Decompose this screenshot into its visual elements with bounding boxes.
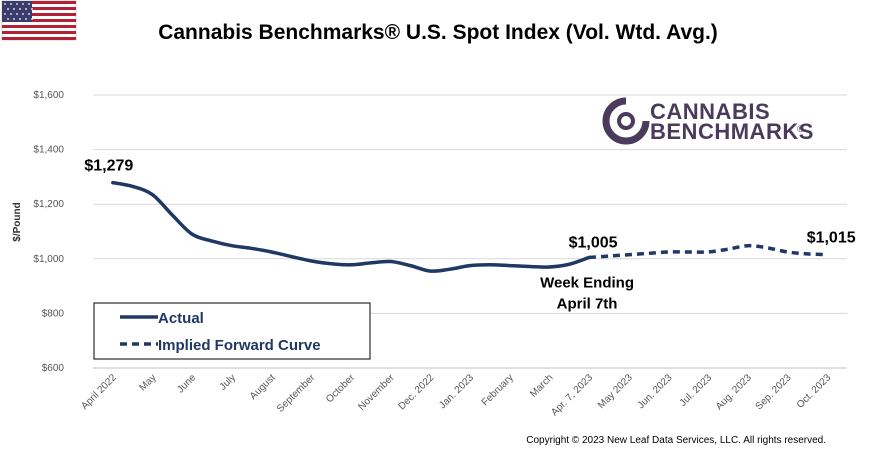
data-label: $1,279 (84, 158, 133, 175)
flag-star (25, 8, 27, 10)
flag-stripe (2, 13, 76, 16)
x-tick-label: Aug. 2023 (714, 372, 754, 412)
flag-star (22, 3, 24, 5)
chart-title: Cannabis Benchmarks® U.S. Spot Index (Vo… (158, 21, 718, 44)
flag-star (25, 18, 27, 20)
us-flag-icon (1, 0, 77, 41)
flag-star (10, 3, 12, 5)
flag-star (4, 3, 6, 5)
annotation-note: Week Ending (540, 274, 634, 291)
x-tick-label: February (480, 372, 516, 408)
flag-stripe (2, 31, 76, 34)
flag-star (19, 18, 21, 20)
data-label: $1,005 (569, 234, 618, 251)
series-line-forward (588, 243, 828, 260)
flag-stripe (2, 25, 76, 28)
logo-registered: ® (797, 124, 804, 134)
cannabis-benchmarks-logo: CANNABIS BENCHMARKS ® (602, 97, 814, 145)
series-group (111, 180, 828, 273)
copyright-notice: Copyright © 2023 New Leaf Data Services,… (526, 435, 826, 446)
flag-stripe (2, 19, 76, 22)
x-tick-label: June (175, 372, 198, 395)
flag-star (13, 8, 15, 10)
flag-star (28, 3, 30, 5)
annotation-note: April 7th (557, 295, 618, 312)
x-tick-label: July (218, 372, 238, 392)
y-tick-label: $1,200 (33, 199, 64, 210)
x-tick-label: November (356, 372, 397, 413)
x-tick-label: September (275, 372, 318, 415)
legend-label-actual: Actual (158, 310, 204, 327)
flag-star (4, 13, 6, 15)
flag-stripe (2, 1, 76, 4)
series-line-actual (111, 180, 591, 273)
grid-lines (93, 94, 847, 314)
x-tick-label: October (324, 372, 357, 405)
y-axis-label: $/Pound (12, 202, 23, 241)
logo-line1: CANNABIS (650, 99, 770, 124)
logo-line2: BENCHMARKS (650, 119, 814, 144)
flag-star (7, 8, 9, 10)
x-tick-label: April 2022 (79, 372, 119, 412)
y-tick-label: $1,600 (33, 90, 64, 101)
flag-star (10, 13, 12, 15)
x-tick-label: May (138, 372, 159, 393)
data-label: $1,015 (807, 230, 856, 247)
legend-box (93, 302, 371, 360)
flag-star (19, 8, 21, 10)
legend-label-forward: Implied Forward Curve (158, 337, 321, 354)
y-tick-label: $1,400 (33, 145, 64, 156)
flag-star (7, 18, 9, 20)
legend: Actual Implied Forward Curve (93, 302, 371, 360)
x-tick-label: Jun. 2023 (636, 372, 675, 411)
flag-star (28, 13, 30, 15)
annotations: $1,279 $1,005 $1,015 Week Ending April 7th (84, 158, 855, 313)
flag-stripe (2, 37, 76, 40)
x-tick-label: Dec. 2022 (396, 372, 436, 412)
flag-star (22, 13, 24, 15)
y-axis-ticks: $600 $800 $1,000 $1,200 $1,400 $1,600 (33, 90, 64, 374)
x-tick-label: Oct. 2023 (795, 372, 834, 411)
x-tick-label: May 2023 (596, 372, 635, 411)
y-tick-label: $600 (42, 363, 65, 374)
flag-star (31, 8, 33, 10)
flag-star (13, 18, 15, 20)
y-tick-label: $1,000 (33, 254, 64, 265)
flag-star (16, 13, 18, 15)
x-tick-label: Sep. 2023 (754, 372, 794, 412)
flag-star (16, 3, 18, 5)
x-tick-label: Apr. 7, 2023 (549, 372, 595, 418)
logo-mark (602, 97, 650, 145)
x-tick-label: March (528, 372, 555, 399)
flag-star (31, 18, 33, 20)
x-tick-label: Jan. 2023 (437, 372, 476, 411)
x-tick-label: August (248, 372, 278, 402)
x-tick-label: Jul. 2023 (678, 372, 715, 409)
flag-stripe (2, 7, 76, 10)
y-tick-label: $800 (42, 308, 65, 319)
